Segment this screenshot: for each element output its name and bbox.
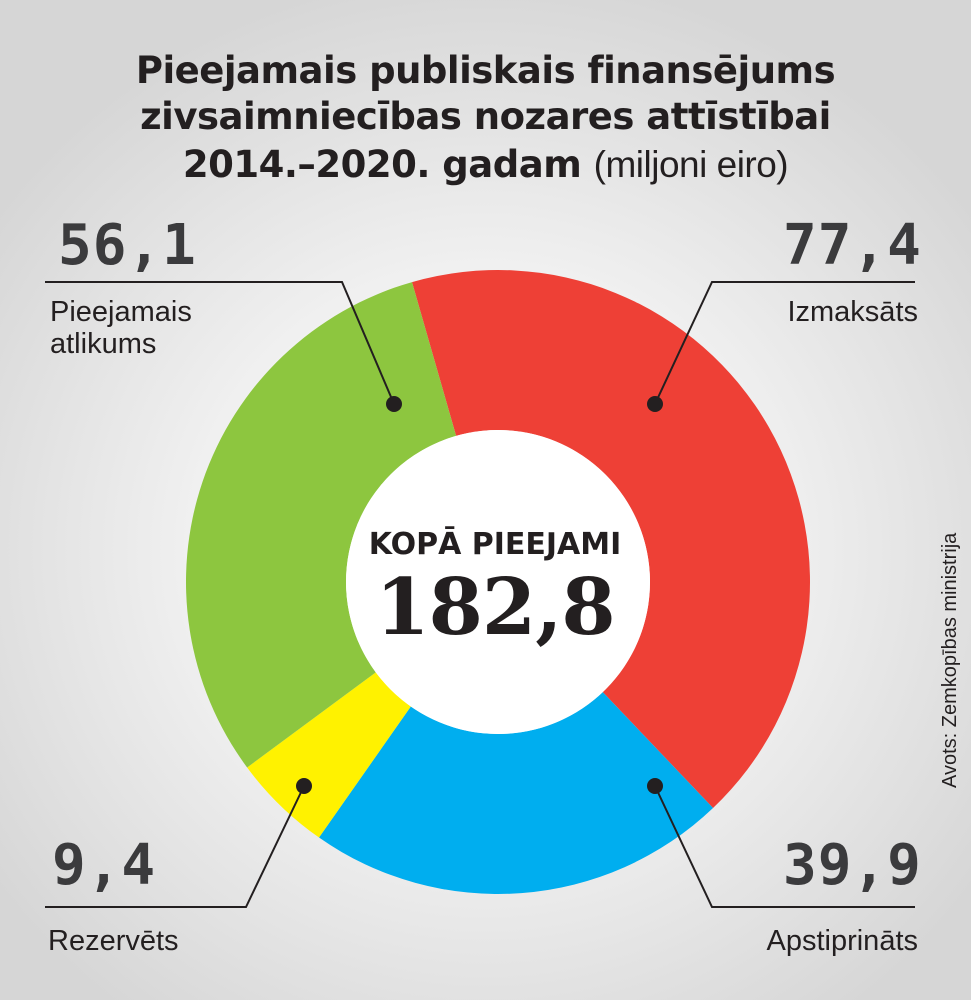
title-line-3: 2014.–2020. gadam (miljoni eiro) bbox=[0, 146, 971, 183]
value-pieejamais-atlikums: 56,1 bbox=[58, 213, 197, 278]
label-pieejamais-atlikums: Pieejamais atlikums bbox=[50, 296, 240, 361]
leader-line-izmaksats bbox=[654, 281, 915, 405]
leader-line-apstiprinats bbox=[654, 785, 915, 908]
label-pieejamais-atlikums-text: Pieejamais atlikums bbox=[50, 296, 192, 361]
total-value: 182,8 bbox=[375, 562, 615, 653]
title-unit: (miljoni eiro) bbox=[593, 144, 789, 185]
segment-apstiprinats bbox=[319, 692, 714, 894]
leader-line-atlikums bbox=[45, 281, 395, 405]
title-line-1: Pieejamais publiskais finansējums bbox=[135, 49, 836, 92]
leader-dot-atlikums bbox=[386, 396, 402, 412]
label-izmaksats: Izmaksāts bbox=[787, 296, 918, 328]
total-label: KOPĀ PIEEJAMI bbox=[368, 527, 622, 562]
donut-hole bbox=[346, 430, 650, 734]
segment-rezervets bbox=[247, 672, 411, 838]
leader-lines bbox=[45, 281, 915, 908]
label-apstiprinats: Apstiprināts bbox=[766, 925, 918, 957]
label-rezervets: Rezervēts bbox=[48, 925, 179, 957]
leader-dot-rezervets bbox=[296, 778, 312, 794]
leader-dot-apstiprinats bbox=[647, 778, 663, 794]
value-apstiprinats: 39,9 bbox=[783, 833, 922, 898]
value-rezervets: 9,4 bbox=[52, 833, 157, 898]
leader-line-rezervets bbox=[45, 785, 305, 908]
title-years: 2014.–2020. gadam bbox=[182, 143, 582, 186]
title-line-2: zivsaimniecības nozares attīstībai bbox=[140, 95, 831, 138]
value-izmaksats: 77,4 bbox=[783, 213, 922, 278]
segment-izmaksats bbox=[412, 270, 810, 809]
leader-dot-izmaksats bbox=[647, 396, 663, 412]
source-note: Avots: Zemkopības ministrija bbox=[939, 532, 961, 788]
